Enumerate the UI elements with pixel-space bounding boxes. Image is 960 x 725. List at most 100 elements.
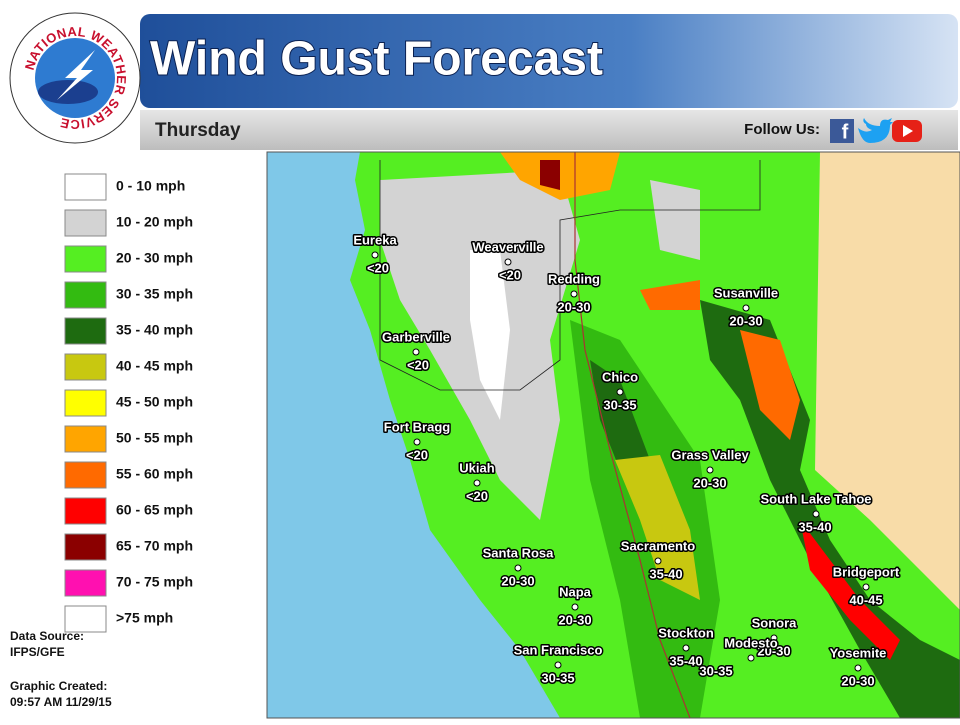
city-name: Fort Bragg: [384, 419, 451, 434]
city-dot: [854, 664, 862, 672]
city-dot: [862, 583, 870, 591]
sub-banner: [140, 110, 958, 150]
city-gust: 40-45: [849, 592, 882, 607]
city-gust: 20-30: [757, 643, 790, 658]
legend-label: 0 - 10 mph: [116, 178, 185, 194]
logo-bolt: [57, 50, 95, 100]
city-name: Susanville: [714, 285, 778, 300]
county-lines: [379, 160, 761, 391]
city-dot: [706, 466, 714, 474]
highway: [574, 152, 691, 718]
gray-area-2: [650, 180, 700, 260]
legend-swatch: [64, 245, 107, 273]
nevada: [815, 152, 960, 610]
city-name: Chico: [602, 369, 638, 384]
source: IFPS/GFE: [10, 645, 65, 659]
city-dot: [514, 564, 522, 572]
city-gust: <20: [499, 267, 521, 282]
legend-swatch: [64, 389, 107, 417]
city-gust: 20-30: [693, 475, 726, 490]
city-name: San Francisco: [514, 642, 603, 657]
map: [267, 152, 960, 718]
legend-swatch: [64, 173, 107, 201]
legend-swatch: [64, 605, 107, 633]
city-gust: 35-40: [669, 653, 702, 668]
facebook-glyph: f: [842, 121, 849, 143]
city-gust: 20-30: [841, 673, 874, 688]
cities: Eureka <20 Weaverville <20 Redding 20-30 Garbe…: [352, 231, 902, 690]
city-gust: <20: [406, 447, 428, 462]
legend-swatch: [64, 461, 107, 489]
dark-area: [590, 360, 650, 470]
orange-area: [740, 330, 800, 440]
city-dot: [770, 634, 778, 642]
legend-label: 20 - 30 mph: [116, 250, 193, 266]
legend-label: 65 - 70 mph: [116, 538, 193, 554]
legend: 0 - 10 mph 10 - 20 mph 20 - 30 mph 30 - 35 …: [64, 173, 193, 633]
twitter-icon[interactable]: [858, 118, 893, 143]
legend-label: 35 - 40 mph: [116, 322, 193, 338]
youtube-glyph: [903, 125, 913, 137]
city-name: Santa Rosa: [483, 545, 555, 560]
city-gust: 35-40: [798, 519, 831, 534]
legend-label: 10 - 20 mph: [116, 214, 193, 230]
title-banner: [140, 14, 958, 108]
city-name: Eureka: [353, 232, 397, 247]
city-dot: [812, 510, 820, 518]
white-area: [470, 250, 510, 420]
city-gust: 30-35: [699, 663, 732, 678]
city-dot: [554, 661, 562, 669]
red-area: [800, 520, 900, 660]
follow-label: Follow Us:: [744, 121, 820, 138]
city-name: Stockton: [658, 625, 714, 640]
city-dot: [412, 348, 420, 356]
legend-swatch: [64, 353, 107, 381]
facebook-icon[interactable]: [830, 119, 854, 143]
city-dot: [747, 654, 755, 662]
city-gust: <20: [407, 357, 429, 372]
legend-label: 40 - 45 mph: [116, 358, 193, 374]
city-name: Grass Valley: [671, 447, 749, 462]
legend-swatch: [64, 569, 107, 597]
city-dot: [473, 479, 481, 487]
city-gust: <20: [367, 260, 389, 275]
city-gust: 20-30: [501, 573, 534, 588]
city-name: Yosemite: [830, 645, 887, 660]
legend-label: 60 - 65 mph: [116, 502, 193, 518]
city-name: Ukiah: [459, 460, 494, 475]
legend-swatch: [64, 209, 107, 237]
city-gust: 20-30: [558, 612, 591, 627]
legend-label: 70 - 75 mph: [116, 574, 193, 590]
city-gust: 20-30: [557, 299, 590, 314]
city-name: South Lake Tahoe: [761, 491, 872, 506]
city-name: Weaverville: [472, 239, 543, 254]
logo-cloud: [38, 80, 98, 104]
created-label: Graphic Created:: [10, 679, 107, 693]
lassen-area: [640, 280, 700, 310]
city-gust: 30-35: [541, 670, 574, 685]
map-frame: [266, 151, 960, 719]
created: 09:57 AM 11/29/15: [10, 695, 112, 709]
city-name: Modesto: [724, 635, 778, 650]
legend-label: 50 - 55 mph: [116, 430, 193, 446]
legend-label: 45 - 50 mph: [116, 394, 193, 410]
city-name: Redding: [548, 271, 600, 286]
legend-label: >75 mph: [116, 610, 173, 626]
source-label: Data Source:: [10, 629, 84, 643]
city-name: Garberville: [382, 329, 450, 344]
city-dot: [570, 290, 578, 298]
city-name: Napa: [559, 584, 592, 599]
city-name: Bridgeport: [833, 564, 900, 579]
yellow-area: [615, 455, 700, 600]
city-dot: [682, 644, 690, 652]
city-gust: <20: [466, 488, 488, 503]
legend-swatch: [64, 497, 107, 525]
city-dot: [742, 304, 750, 312]
day: Thursday: [155, 120, 241, 141]
city-dot: [504, 258, 512, 266]
city-gust: 20-30: [729, 313, 762, 328]
legend-swatch: [64, 425, 107, 453]
legend-swatch: [64, 533, 107, 561]
